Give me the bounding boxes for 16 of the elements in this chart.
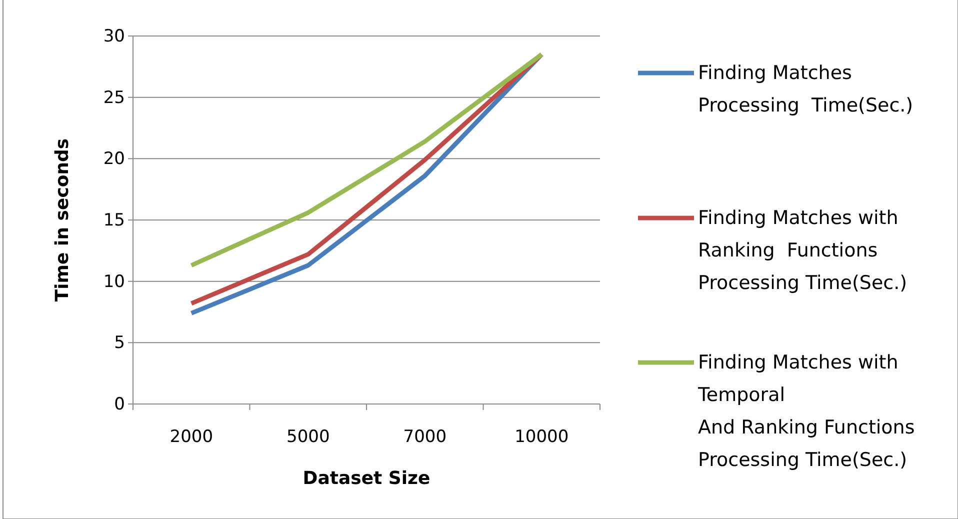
legend-label: Finding Matches with Temporal And Ranking Functions Processing Time(Sec.): [697, 352, 915, 471]
x-tick-label: 10000: [514, 427, 569, 448]
y-tick-label: 0: [114, 394, 125, 414]
y-tick-label: 15: [103, 210, 125, 230]
y-tick-label: 30: [103, 26, 125, 46]
x-tick-label: 7000: [403, 427, 447, 448]
legend-label: Finding Matches with Ranking Functions Processing Time(Sec.): [698, 207, 908, 294]
y-tick-label: 5: [114, 333, 125, 354]
y-tick-label: 10: [103, 272, 125, 292]
x-tick-label: 5000: [286, 427, 330, 448]
legend-label: Finding Matches Processing Time(Sec.): [698, 62, 914, 116]
x-axis-title: Dataset Size: [302, 468, 430, 489]
y-tick-label: 25: [103, 88, 125, 108]
x-tick-label: 2000: [170, 427, 214, 448]
y-axis-title: Time in seconds: [52, 138, 73, 302]
y-tick-label: 20: [103, 149, 125, 170]
